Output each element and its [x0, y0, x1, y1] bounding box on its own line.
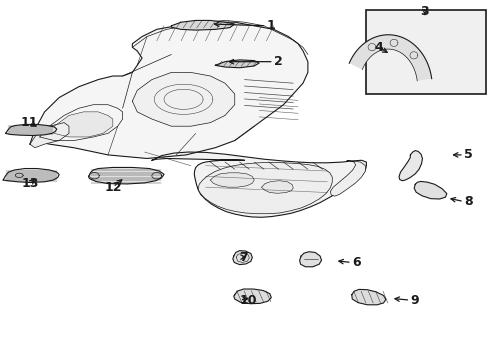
Text: 9: 9 — [409, 294, 418, 307]
Text: 11: 11 — [20, 116, 38, 129]
Polygon shape — [330, 160, 365, 196]
Text: 2: 2 — [273, 55, 282, 68]
Polygon shape — [88, 167, 163, 184]
Polygon shape — [232, 251, 252, 265]
Polygon shape — [233, 289, 271, 304]
Text: 10: 10 — [239, 294, 257, 307]
Polygon shape — [215, 60, 259, 68]
Polygon shape — [198, 162, 331, 214]
Polygon shape — [413, 181, 446, 199]
Text: 6: 6 — [351, 256, 360, 269]
Polygon shape — [152, 152, 366, 217]
Text: 5: 5 — [463, 148, 472, 161]
Text: 7: 7 — [239, 251, 248, 264]
Polygon shape — [3, 168, 59, 183]
Text: 8: 8 — [463, 195, 471, 208]
Text: 4: 4 — [373, 41, 382, 54]
Text: 12: 12 — [104, 181, 122, 194]
Polygon shape — [348, 35, 431, 81]
Polygon shape — [171, 21, 234, 30]
Bar — [366, 10, 485, 94]
Polygon shape — [210, 173, 254, 187]
Text: 1: 1 — [266, 19, 275, 32]
Polygon shape — [49, 112, 113, 137]
Polygon shape — [30, 123, 69, 148]
Polygon shape — [351, 289, 385, 305]
Polygon shape — [132, 72, 234, 126]
Polygon shape — [30, 22, 307, 158]
Polygon shape — [261, 181, 293, 193]
Polygon shape — [5, 125, 57, 135]
Text: 3: 3 — [420, 5, 428, 18]
Text: 13: 13 — [21, 177, 39, 190]
Polygon shape — [299, 252, 321, 267]
Polygon shape — [398, 150, 422, 181]
